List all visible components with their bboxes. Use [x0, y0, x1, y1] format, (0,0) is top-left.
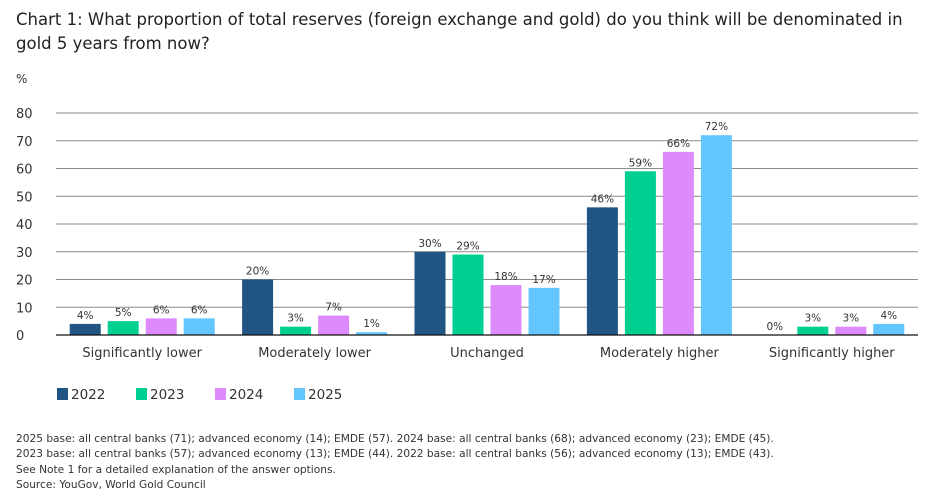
legend-swatch: [294, 388, 305, 400]
data-label: 6%: [191, 304, 208, 316]
data-label: 1%: [363, 318, 380, 330]
data-label: 5%: [115, 307, 132, 319]
bar-2022: [242, 279, 274, 335]
y-tick-label: 30: [16, 246, 33, 261]
bar-2023: [624, 171, 656, 335]
x-tick-label: Moderately lower: [258, 346, 371, 361]
bar-2023: [107, 321, 139, 335]
bar-2022: [586, 207, 618, 335]
note-line: 2023 base: all central banks (57); advan…: [16, 448, 774, 461]
data-label: 46%: [591, 193, 614, 205]
x-tick-label: Significantly higher: [769, 346, 895, 361]
data-label: 18%: [494, 271, 517, 283]
x-tick-label: Significantly lower: [82, 346, 202, 361]
bar-2022: [69, 323, 101, 335]
y-tick-label: 20: [16, 274, 33, 289]
data-label: 4%: [77, 310, 94, 322]
data-label: 3%: [804, 313, 821, 325]
bar-2023: [452, 254, 484, 335]
bar-2025: [183, 318, 215, 335]
bar-2025: [873, 323, 905, 335]
y-axis-unit: %: [16, 72, 28, 86]
data-label: 29%: [456, 241, 479, 253]
data-label: 59%: [629, 157, 652, 169]
chart-notes: 2025 base: all central banks (71); advan…: [16, 432, 774, 493]
bar-2024: [662, 151, 694, 335]
data-label: 7%: [325, 302, 342, 314]
y-tick-label: 50: [16, 190, 33, 205]
bar-2025: [356, 332, 388, 335]
data-label: 3%: [842, 313, 859, 325]
data-label: 3%: [287, 313, 304, 325]
data-label: 72%: [705, 121, 728, 133]
data-label: 4%: [880, 310, 897, 322]
data-label: 6%: [153, 304, 170, 316]
bar-chart: 0 10 20 30 40 50 60 70 80 4% 5% 6% 6% Significantly l…: [16, 107, 918, 403]
legend-label: 2025: [308, 387, 342, 403]
y-tick-label: 10: [16, 301, 33, 316]
bar-2024: [145, 318, 177, 335]
data-label: 66%: [667, 138, 690, 150]
legend-swatch: [215, 388, 226, 400]
bar-2025: [700, 135, 732, 335]
note-line: 2025 base: all central banks (71); advan…: [16, 433, 774, 445]
x-tick-label: Unchanged: [450, 346, 524, 361]
legend-label: 2023: [150, 387, 184, 403]
data-label: 20%: [246, 266, 269, 278]
bar-2023: [280, 326, 312, 335]
y-tick-label: 60: [16, 163, 33, 178]
bar-2024: [835, 326, 867, 335]
data-label: 17%: [532, 274, 555, 286]
chart-title: Chart 1: What proportion of total reserv…: [16, 10, 903, 53]
bar-2024: [318, 315, 350, 335]
bar-2024: [490, 285, 522, 335]
bar-2023: [797, 326, 829, 335]
source-line: Source: YouGov, World Gold Council: [16, 478, 206, 491]
legend-label: 2022: [71, 387, 105, 403]
note-line: See Note 1 for a detailed explanation of…: [16, 463, 336, 476]
legend-swatch: [136, 388, 147, 400]
legend-swatch: [57, 388, 68, 400]
bar-2022: [414, 251, 446, 335]
y-tick-label: 70: [16, 135, 33, 150]
data-label: 0%: [766, 321, 783, 333]
legend-label: 2024: [229, 387, 263, 403]
y-tick-label: 40: [16, 218, 33, 233]
y-tick-label: 80: [16, 107, 33, 122]
x-tick-label: Moderately higher: [600, 346, 720, 361]
y-tick-label: 0: [16, 329, 24, 344]
bar-2025: [528, 287, 560, 335]
data-label: 30%: [418, 238, 441, 250]
